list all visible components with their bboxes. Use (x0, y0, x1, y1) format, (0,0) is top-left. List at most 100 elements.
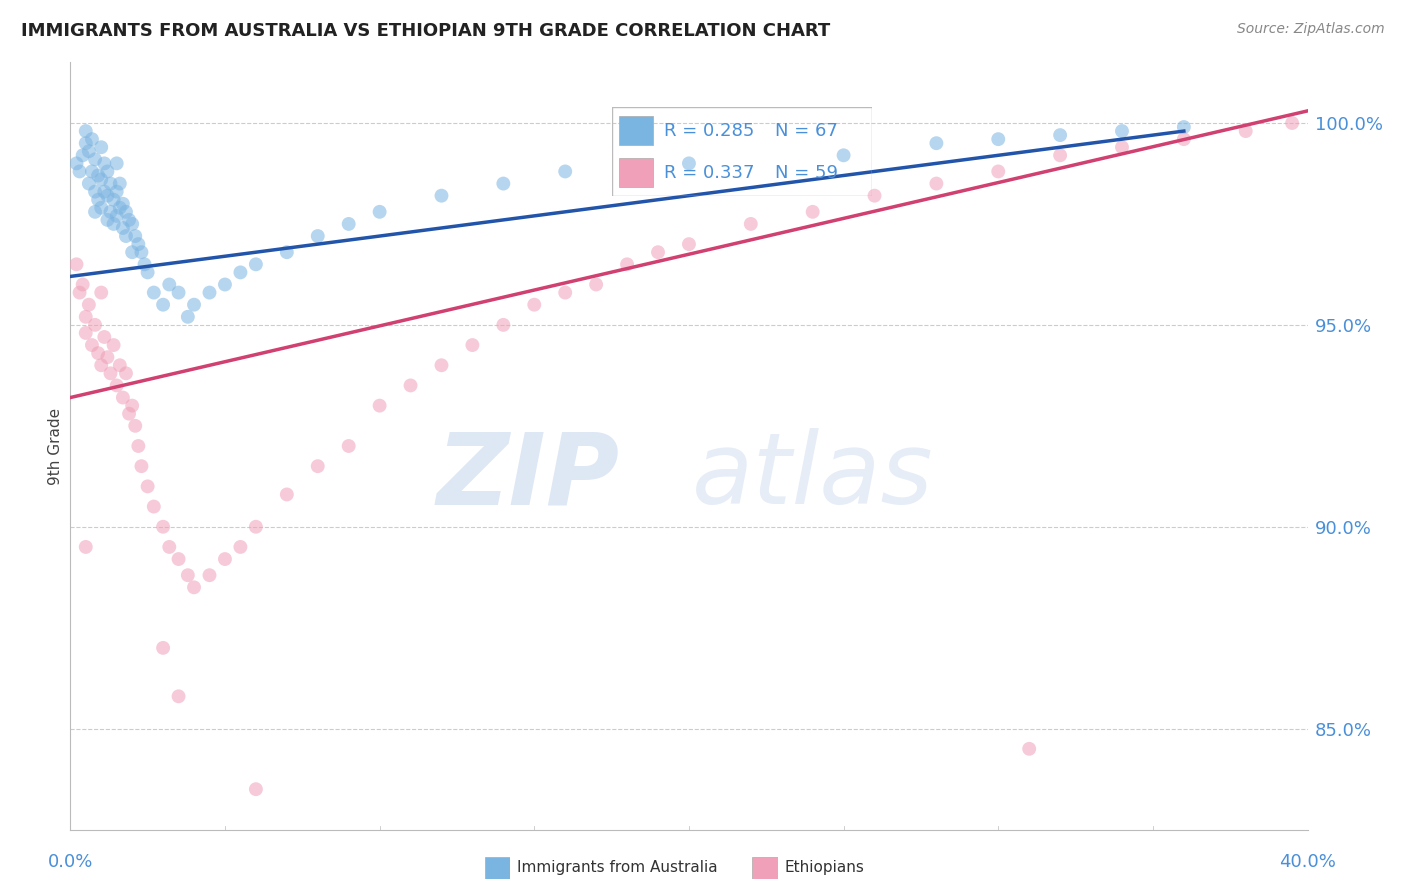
Point (121, 399, 143, 413)
Text: Ethiopians: Ethiopians (785, 861, 865, 875)
Point (105, 156, 128, 170)
Point (75, 540, 97, 554)
Point (90, 358, 112, 372)
Point (105, 209, 128, 223)
Point (75, 124, 97, 138)
Point (87, 169, 110, 183)
Point (87, 346, 110, 360)
Point (142, 285, 165, 300)
Point (65, 156, 87, 170)
Text: IMMIGRANTS FROM AUSTRALIA VS ETHIOPIAN 9TH GRADE CORRELATION CHART: IMMIGRANTS FROM AUSTRALIA VS ETHIOPIAN 9… (21, 22, 831, 40)
Point (167, 690, 190, 704)
Point (90, 201, 112, 215)
Point (100, 177, 122, 191)
Point (245, 257, 267, 271)
Text: atlas: atlas (692, 428, 934, 525)
Point (69, 285, 91, 300)
Point (307, 459, 329, 474)
Point (492, 318, 515, 332)
Point (1173, 132, 1195, 146)
Point (80, 338, 103, 352)
Point (103, 217, 125, 231)
Point (80, 164, 103, 178)
Point (96, 188, 118, 202)
Text: ZIP: ZIP (437, 428, 620, 525)
Point (229, 540, 252, 554)
Point (131, 459, 153, 474)
Point (96, 213, 118, 227)
Point (111, 196, 134, 211)
Point (152, 520, 174, 534)
Point (100, 204, 122, 219)
Point (72, 277, 94, 292)
Point (337, 217, 360, 231)
Point (121, 217, 143, 231)
Point (399, 378, 422, 392)
Point (214, 552, 236, 566)
Point (93, 330, 115, 344)
Point (177, 310, 200, 324)
Point (678, 156, 700, 170)
Point (157, 277, 180, 292)
Point (77, 298, 100, 312)
Point (115, 367, 138, 381)
Point (131, 245, 153, 260)
Point (1018, 741, 1040, 756)
Point (136, 265, 159, 279)
Point (554, 285, 576, 300)
Point (134, 257, 156, 271)
Point (430, 188, 453, 202)
Point (152, 298, 174, 312)
Point (75, 326, 97, 340)
Point (616, 257, 638, 271)
Text: R = 0.285: R = 0.285 (664, 122, 754, 140)
Point (111, 391, 134, 405)
Point (368, 399, 391, 413)
Point (108, 201, 131, 215)
Point (987, 132, 1010, 146)
Point (108, 177, 131, 191)
Point (75, 136, 97, 151)
Point (124, 418, 146, 433)
Point (96, 164, 118, 178)
Point (136, 479, 159, 493)
Point (84, 185, 107, 199)
Point (368, 204, 391, 219)
Point (925, 177, 948, 191)
Point (198, 285, 221, 300)
Point (121, 245, 143, 260)
Text: R = 0.337: R = 0.337 (664, 164, 754, 182)
Point (90, 285, 112, 300)
Point (177, 568, 200, 582)
Point (84, 153, 107, 167)
Point (167, 552, 190, 566)
Point (1111, 124, 1133, 138)
Point (198, 568, 221, 582)
Point (105, 185, 128, 199)
Point (108, 358, 131, 372)
Point (229, 265, 252, 279)
Text: Source: ZipAtlas.com: Source: ZipAtlas.com (1237, 22, 1385, 37)
Point (1049, 128, 1071, 142)
Point (183, 298, 205, 312)
Point (1234, 124, 1257, 138)
Point (245, 782, 267, 797)
Point (987, 164, 1010, 178)
Point (678, 237, 700, 252)
Point (115, 229, 138, 244)
Point (100, 367, 122, 381)
Point (90, 172, 112, 186)
Point (152, 640, 174, 655)
Point (307, 229, 329, 244)
Point (245, 520, 267, 534)
Point (75, 310, 97, 324)
Point (1173, 120, 1195, 134)
Bar (620, 116, 654, 145)
Point (461, 338, 484, 352)
Point (925, 136, 948, 151)
Text: N = 59: N = 59 (776, 164, 838, 182)
Text: Immigrants from Australia: Immigrants from Australia (517, 861, 718, 875)
Point (115, 204, 138, 219)
Point (142, 500, 165, 514)
Point (103, 338, 125, 352)
